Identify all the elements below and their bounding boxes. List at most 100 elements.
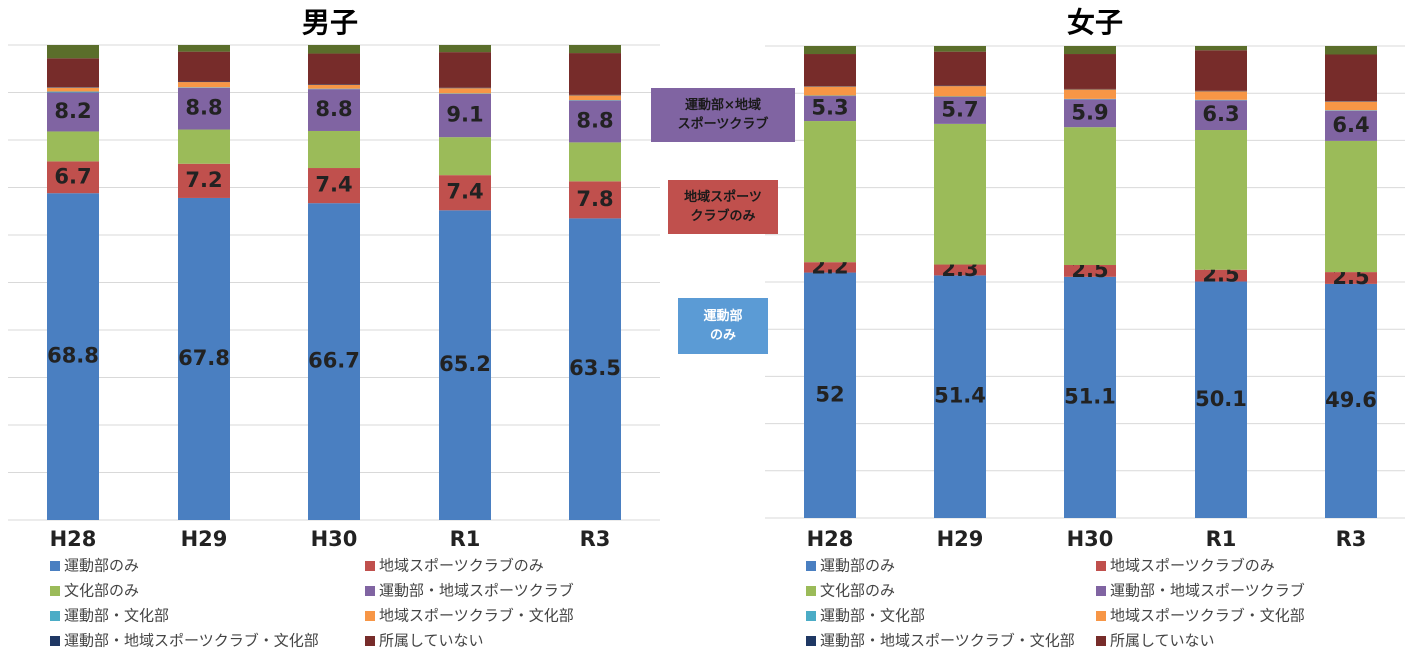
bar-segment [47,131,99,162]
legend-swatch [365,611,375,621]
data-label: 50.1 [1195,387,1247,411]
data-label: 66.7 [308,349,360,373]
legend-label: 所属していない [379,632,484,650]
bar-segment [569,53,621,95]
legend-label: 文化部のみ [64,582,139,600]
bar-segment [308,53,360,85]
bar-segment [1325,110,1377,141]
bar-segment [1064,54,1116,89]
annotation-text: スポーツクラブ [678,116,769,132]
bar-segment [1195,50,1247,91]
x-tick-label: R1 [1206,527,1237,551]
data-label: 68.8 [47,344,99,368]
bar-segment [439,45,491,53]
legend-label: 地域スポーツクラブのみ [379,557,544,575]
bar-segment [804,46,856,55]
bar-segment [569,142,621,182]
bar-segment [1195,46,1247,51]
bar-segment [569,45,621,54]
bar-segment [47,58,99,88]
data-label: 51.4 [934,384,986,408]
bar-segment [1195,100,1247,131]
bar-segment [308,84,360,89]
bar-segment [439,210,491,521]
data-label: 7.4 [446,180,483,204]
bar-segment [569,218,621,520]
x-tick-label: H30 [1067,527,1114,551]
legend-swatch [365,561,375,571]
bar-segment [1064,127,1116,266]
bar-segment [1325,140,1377,273]
bar-segment [804,96,856,122]
bar-segment [934,46,986,52]
bar-segment [1195,130,1247,270]
x-tick-label: H29 [937,527,984,551]
data-label: 8.8 [185,96,222,120]
bar-segment [569,95,621,101]
legend-label: 運動部・地域スポーツクラブ・文化部 [64,632,319,650]
bar-segment [439,93,491,138]
data-label: 6.7 [54,164,91,188]
x-tick-label: H28 [50,527,97,551]
bar-segment [934,123,986,265]
legend-swatch [365,636,375,646]
data-label: 67.8 [178,346,230,370]
legend-label: 運動部のみ [820,557,895,575]
bar-segment [804,262,856,273]
bar-segment [934,86,986,97]
data-label: 5.3 [811,96,848,120]
legend-label: 運動部・文化部 [64,607,169,625]
chart-title: 男子 [302,6,358,39]
data-label: 5.9 [1071,100,1108,124]
annotation-box [651,88,795,142]
bar-segment [439,137,491,176]
data-label: 51.1 [1064,384,1116,408]
data-label: 8.8 [576,108,613,132]
legend-swatch [806,611,816,621]
bar-segment [1325,54,1377,102]
x-tick-label: R3 [1336,527,1367,551]
data-label: 7.8 [576,187,613,211]
bar-segment [569,181,621,219]
bar-segment [1064,89,1116,99]
data-label: 9.1 [446,103,483,127]
bar-segment [934,96,986,124]
legend-swatch [50,611,60,621]
bar-segment [1325,101,1377,111]
data-label: 6.4 [1332,113,1369,137]
bar-segment [934,51,986,86]
bar-segment [569,100,621,143]
bar-segment [178,163,230,198]
x-tick-label: H29 [181,527,228,551]
bar-segment [804,86,856,96]
chart-title: 女子 [1067,6,1123,39]
annotation-text: 運動部 [703,308,742,324]
bar-segment [934,264,986,276]
bar-segment [47,87,99,92]
bar-segment [1325,46,1377,55]
legend-label: 地域スポーツクラブのみ [1110,557,1275,575]
data-label: 49.6 [1325,388,1377,412]
legend-swatch [806,561,816,571]
data-label: 7.4 [315,173,352,197]
legend-label: 地域スポーツクラブ・文化部 [379,607,574,625]
bar-segment [1195,281,1247,518]
bar-segment [308,168,360,204]
annotation-text: のみ [710,328,736,343]
data-label: 65.2 [439,352,491,376]
bar-segment [1064,265,1116,277]
bar-segment [308,203,360,521]
bar-segment [47,161,99,194]
legend-label: 運動部・地域スポーツクラブ [379,582,574,600]
bar-segment [1195,91,1247,100]
bar-segment [1064,46,1116,55]
bar-segment [47,193,99,520]
bar-segment [439,88,491,94]
bar-segment [1195,269,1247,282]
legend-label: 文化部のみ [820,582,895,600]
bar-segment [804,272,856,518]
annotation-box [678,298,768,354]
data-label: 7.2 [185,168,222,192]
bar-segment [804,121,856,263]
legend-swatch [806,586,816,596]
